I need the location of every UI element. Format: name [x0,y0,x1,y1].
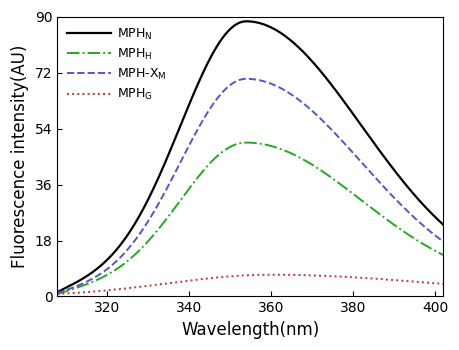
MPH$_\mathrm{G}$ [229,274,234,278]
MPH$_\mathrm{G}$ [312,273,318,278]
MPH-X$_\mathrm{M}$ [440,239,445,244]
MPH$_\mathrm{G}$ [123,286,128,290]
Legend: MPH$_\mathrm{N}$, MPH$_\mathrm{H}$, MPH-X$_\mathrm{M}$, MPH$_\mathrm{G}$: MPH$_\mathrm{N}$, MPH$_\mathrm{H}$, MPH-… [63,23,170,106]
MPH$_\mathrm{G}$ [440,282,445,286]
MPH$_\mathrm{H}$ [123,260,128,265]
MPH$_\mathrm{H}$ [153,229,159,233]
MPH-X$_\mathrm{M}$ [229,82,234,86]
X-axis label: Wavelength(nm): Wavelength(nm) [181,321,319,339]
Line: MPH$_\mathrm{G}$: MPH$_\mathrm{G}$ [57,275,442,294]
MPH-X$_\mathrm{M}$ [345,146,351,150]
MPH$_\mathrm{H}$ [229,144,234,148]
Y-axis label: Fluorescence intensity(AU): Fluorescence intensity(AU) [11,45,29,268]
MPH$_\mathrm{N}$ [243,19,248,23]
MPH$_\mathrm{G}$ [267,273,273,277]
MPH-X$_\mathrm{M}$ [153,205,159,209]
MPH$_\mathrm{H}$ [312,165,318,169]
MPH-X$_\mathrm{M}$ [282,89,288,93]
MPH-X$_\mathrm{M}$ [123,250,128,254]
MPH$_\mathrm{N}$ [312,63,318,68]
MPH$_\mathrm{N}$ [55,290,60,294]
MPH$_\mathrm{N}$ [123,236,128,240]
Line: MPH$_\mathrm{H}$: MPH$_\mathrm{H}$ [57,142,442,294]
MPH-X$_\mathrm{M}$ [243,77,248,81]
MPH$_\mathrm{H}$ [282,149,288,153]
MPH$_\mathrm{N}$ [345,106,351,110]
MPH-X$_\mathrm{M}$ [312,112,318,116]
MPH$_\mathrm{N}$ [282,34,288,38]
MPH-X$_\mathrm{M}$ [55,291,60,295]
MPH$_\mathrm{G}$ [282,273,288,277]
MPH$_\mathrm{G}$ [345,275,351,279]
MPH$_\mathrm{H}$ [440,253,445,257]
Line: MPH-X$_\mathrm{M}$: MPH-X$_\mathrm{M}$ [57,79,442,293]
MPH$_\mathrm{H}$ [55,292,60,296]
MPH$_\mathrm{H}$ [345,188,351,193]
MPH$_\mathrm{N}$ [440,223,445,227]
MPH$_\mathrm{G}$ [55,292,60,296]
MPH$_\mathrm{H}$ [243,140,248,145]
MPH$_\mathrm{N}$ [229,26,234,30]
MPH$_\mathrm{G}$ [153,283,159,287]
Line: MPH$_\mathrm{N}$: MPH$_\mathrm{N}$ [57,21,442,292]
MPH$_\mathrm{N}$ [153,180,159,184]
